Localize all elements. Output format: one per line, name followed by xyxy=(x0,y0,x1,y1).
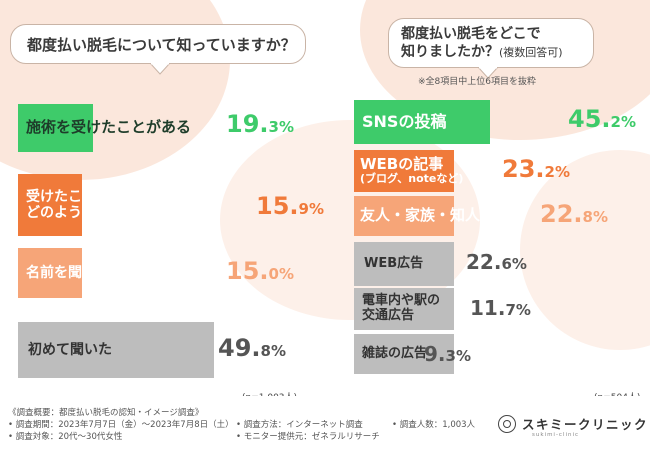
right-bar-0: SNSの投稿 45.2% xyxy=(354,100,644,144)
bar-label: SNSの投稿 xyxy=(362,111,447,131)
left-bar-3: 初めて聞いた 49.8% xyxy=(18,322,286,378)
clinic-logo: スキミークリニック xyxy=(498,414,648,433)
bar-value: 49.8% xyxy=(218,334,286,362)
bar-label: 名前を聞いたことはある xyxy=(26,264,180,281)
speech-bubble-tail xyxy=(150,63,170,75)
bar-label: 施術を受けたことがある xyxy=(26,118,192,137)
bar-value: 22.8% xyxy=(540,200,608,228)
bar-fill xyxy=(18,174,82,236)
bar-value: 15.0% xyxy=(226,257,294,285)
left-bar-2: 名前を聞いたことはある 15.0% xyxy=(18,248,294,298)
bar-value: 11.7% xyxy=(470,296,531,320)
bar-value: 15.9% xyxy=(256,192,324,220)
right-bar-4: 電車内や駅の 交通広告 11.7% xyxy=(354,288,554,330)
bar-fill xyxy=(354,288,454,330)
footer-provider: • モニター提供元：ゼネラルリサーチ xyxy=(236,432,380,442)
selection-note: ※全8項目中上位6項目を抜粋 xyxy=(418,77,536,87)
bar-label: 電車内や駅の 交通広告 xyxy=(362,293,441,323)
right-bar-2: 友人・家族・知人から 22.8% xyxy=(354,196,614,236)
footer-overview: 《調査概要：都度払い脱毛の認知・イメージ調査》 xyxy=(8,408,204,418)
question-right: 都度払い脱毛をどこで 知りましたか？(複数回答可) xyxy=(388,18,594,68)
right-bar-1: WEBの記事 (ブログ、noteなど) 23.2% xyxy=(354,150,614,192)
bar-label: 受けたことはないが どのようなものか知っている xyxy=(26,188,208,221)
survey-footer: 《調査概要：都度払い脱毛の認知・イメージ調査》 • 調査期間：2023年7月7日… xyxy=(0,396,650,450)
speech-bubble-tail xyxy=(478,67,498,79)
bar-fill xyxy=(354,100,490,144)
bar-value: 19.3% xyxy=(226,110,294,138)
bar-fill xyxy=(354,150,454,192)
left-bar-0: 施術を受けたことがある 19.3% xyxy=(18,104,294,152)
question-right-line2: 知りましたか？ xyxy=(401,44,499,60)
footer-count: • 調査人数：1,003人 xyxy=(392,420,476,430)
bar-label: WEBの記事 (ブログ、noteなど) xyxy=(360,155,464,186)
bar-fill xyxy=(18,322,214,378)
bar-fill xyxy=(18,104,94,152)
bar-value: 23.2% xyxy=(502,155,570,183)
logo-subtext: sukimi-clinic xyxy=(532,432,580,438)
bar-fill xyxy=(18,248,82,298)
bar-value: 9.3% xyxy=(424,342,471,366)
right-bar-5: 雑誌の広告 9.3% xyxy=(354,334,554,374)
bar-value: 22.6% xyxy=(466,250,527,274)
right-bar-3: WEB広告 22.6% xyxy=(354,242,554,286)
question-right-line1: 都度払い脱毛をどこで xyxy=(401,26,541,42)
footer-method: • 調査方法：インターネット調査 xyxy=(236,420,363,430)
footer-target: • 調査対象：20代〜30代女性 xyxy=(8,432,123,442)
bar-value: 45.2% xyxy=(568,105,636,133)
question-right-sub: (複数回答可) xyxy=(499,46,563,59)
bar-label: WEB広告 xyxy=(364,255,424,271)
question-left: 都度払い脱毛について知っていますか？ xyxy=(10,24,306,64)
logo-text: スキミークリニック xyxy=(522,417,649,432)
footer-period: • 調査期間：2023年7月7日（金）〜2023年7月8日（土） xyxy=(8,420,234,430)
bar-fill xyxy=(354,242,454,286)
bar-fill xyxy=(354,334,454,374)
bar-fill xyxy=(354,196,454,236)
logo-icon xyxy=(498,414,516,433)
left-bar-1: 受けたことはないが どのようなものか知っている 15.9% xyxy=(18,174,324,236)
bar-label: 初めて聞いた xyxy=(28,341,112,358)
bar-label: 友人・家族・知人から xyxy=(360,206,511,225)
bar-label: 雑誌の広告 xyxy=(362,345,428,361)
